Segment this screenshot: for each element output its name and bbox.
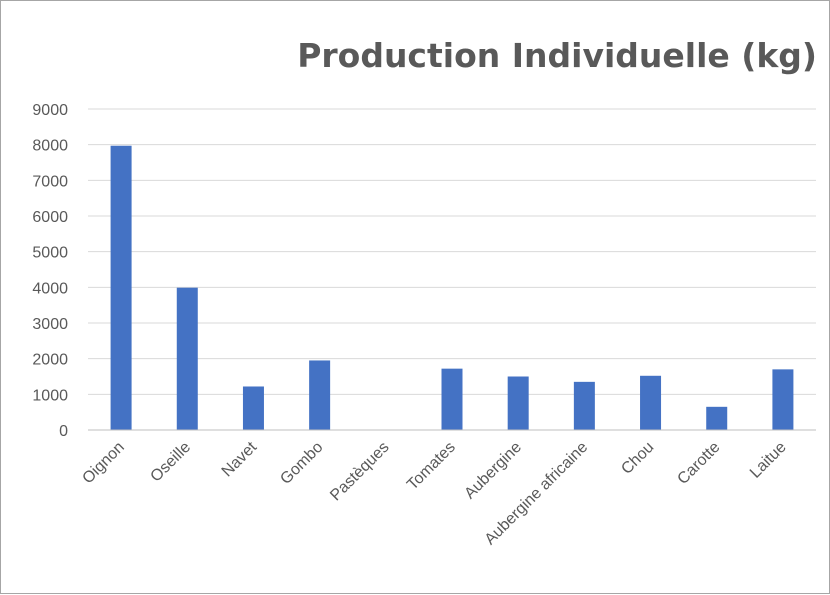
bar [706,406,728,430]
bars [110,145,794,430]
x-tick-label: Oignon [79,439,128,488]
bar [507,376,529,430]
bar [640,375,662,430]
bar [110,145,132,430]
y-tick-label: 0 [59,423,68,440]
x-tick-label: Tomates [404,439,459,494]
bar [772,369,794,430]
y-tick-label: 1000 [32,387,68,404]
bar [176,287,198,430]
x-tick-label: Gombo [277,439,326,488]
y-axis-ticks: 0 1000 2000 3000 4000 5000 6000 7000 8000 9000 [32,102,68,440]
y-tick-label: 2000 [32,352,68,369]
y-tick-label: 5000 [32,245,68,262]
y-tick-label: 7000 [32,173,68,190]
y-tick-label: 8000 [32,138,68,155]
y-tick-label: 6000 [32,209,68,226]
bar [309,360,331,430]
y-tick-label: 3000 [32,316,68,333]
x-tick-label: Aubergine [461,439,525,503]
gridlines [88,108,816,395]
bar [242,386,264,430]
y-tick-label: 9000 [32,102,68,119]
x-tick-label: Chou [618,439,657,478]
bar [573,381,595,430]
chart-title: Production Individuelle (kg) [297,36,817,75]
x-axis-ticks: Oignon Oseille Navet Gombo Pastèques Tomates A… [79,438,789,548]
x-tick-label: Oseille [147,439,194,486]
x-tick-label: Navet [219,438,261,480]
bar [441,368,463,430]
x-tick-label: Carotte [674,439,723,488]
x-tick-label: Pastèques [327,439,392,504]
x-tick-label: Laitue [747,439,790,482]
y-tick-label: 4000 [32,280,68,297]
